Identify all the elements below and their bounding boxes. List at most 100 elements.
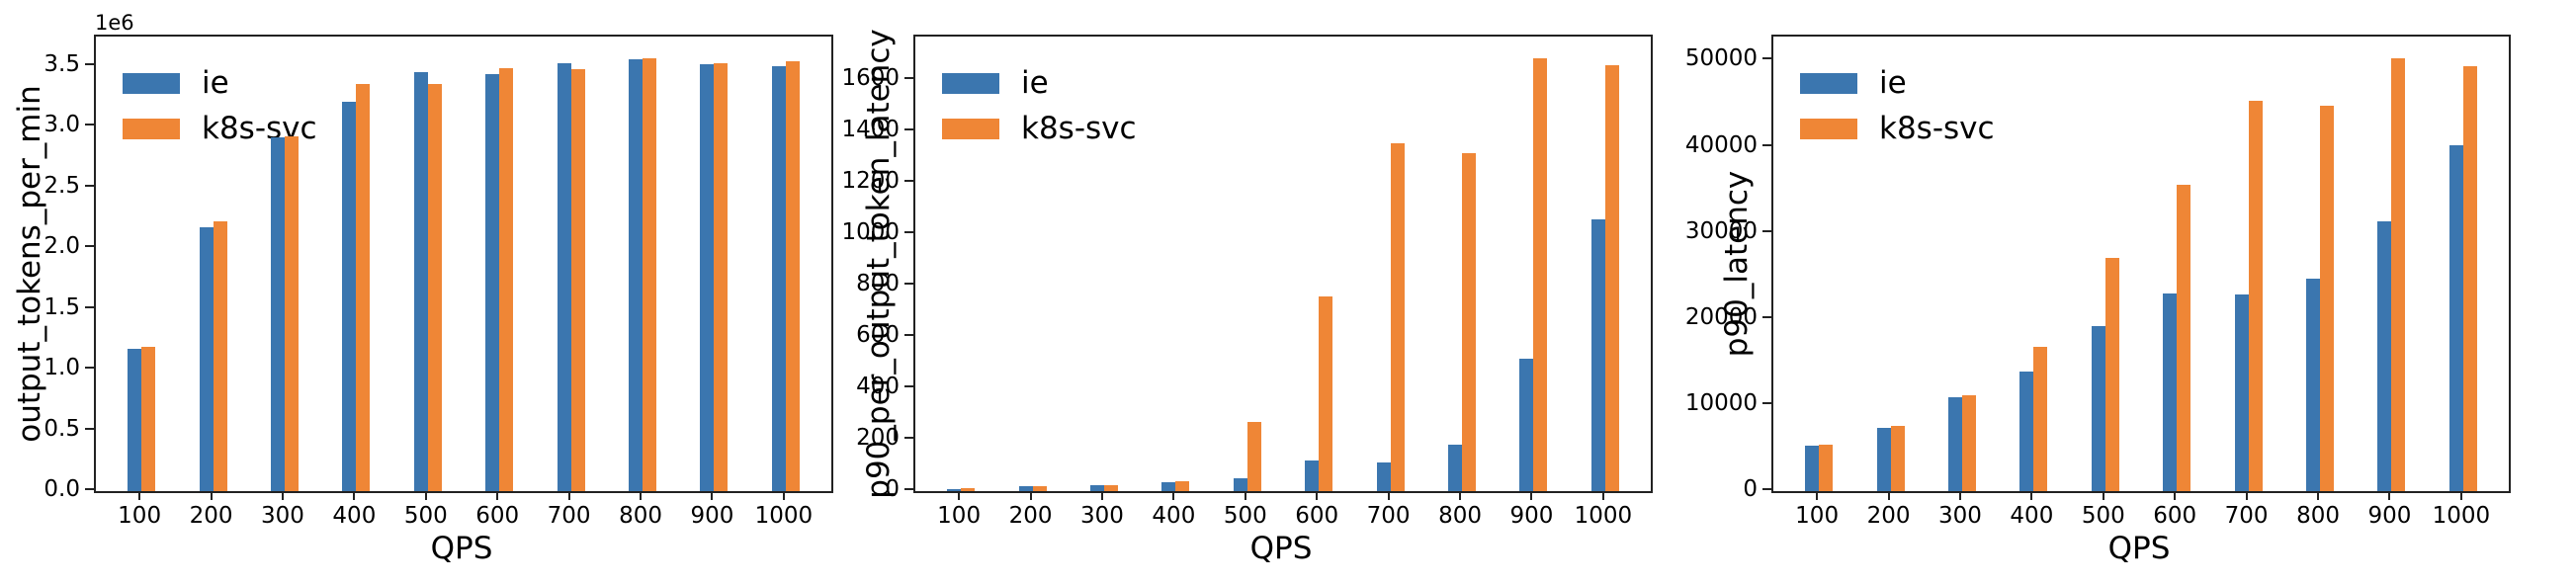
bar-ie-qps-800 [2306,278,2321,491]
plot-area: ie k8s-svc [913,35,1653,493]
x-tick-mark [2245,491,2248,500]
y-tick-label: 0.5 [43,415,80,442]
bar-k8s-svc-qps-600 [1319,295,1333,491]
y-tick-mark [85,124,94,126]
bar-ie-qps-900 [2377,221,2392,491]
legend-row-ie: ie [1800,60,1995,106]
bar-ie-qps-700 [1376,462,1391,491]
y-tick-label: 10000 [1684,389,1758,416]
x-tick-mark [2102,491,2104,500]
bar-k8s-svc-qps-700 [1390,142,1405,491]
legend-label-k8s-svc: k8s-svc [202,111,317,146]
bar-k8s-svc-qps-1000 [1604,64,1619,491]
y-tick-mark [904,180,913,183]
bar-ie-qps-400 [342,102,357,491]
y-tick-label: 1600 [841,65,900,92]
bar-k8s-svc-qps-300 [1961,395,1976,491]
bar-ie-qps-800 [629,59,644,491]
y-tick-label: 1000 [841,219,900,246]
y-tick-label: 0.0 [43,476,80,502]
x-tick-mark [1244,491,1246,500]
y-axis-offset-text: 1e6 [95,11,134,35]
y-tick-label: 40000 [1684,131,1758,158]
x-tick-mark [1100,491,1103,500]
y-tick-mark [904,385,913,388]
x-tick-label: 400 [2010,503,2054,529]
x-tick-mark [711,491,714,500]
x-tick-mark [210,491,213,500]
bar-k8s-svc-qps-1000 [2462,65,2477,491]
y-tick-label: 0 [885,476,900,502]
bar-k8s-svc-qps-400 [1175,481,1190,491]
bar-k8s-svc-qps-1000 [785,60,800,491]
legend-swatch-k8s-svc [123,118,180,139]
y-tick-mark [904,437,913,440]
y-tick-label: 400 [856,374,900,400]
bar-k8s-svc-qps-300 [1103,484,1118,491]
legend: ie k8s-svc [942,60,1137,151]
x-tick-label: 1000 [2432,503,2491,529]
y-tick-label: 200 [856,425,900,452]
x-tick-label: 400 [1152,503,1196,529]
x-tick-mark [1816,491,1819,500]
bar-k8s-svc-qps-200 [1890,425,1905,491]
bar-k8s-svc-qps-900 [714,63,729,491]
x-tick-label: 300 [261,503,304,529]
legend-label-ie: ie [1879,65,1907,101]
x-tick-mark [567,491,570,500]
bar-k8s-svc-qps-100 [1819,444,1834,491]
y-tick-label: 1200 [841,168,900,195]
x-axis-label: QPS [1249,531,1313,566]
bar-ie-qps-100 [947,488,962,491]
x-tick-mark [1601,491,1604,500]
y-tick-mark [85,62,94,65]
bar-k8s-svc-qps-800 [643,58,657,491]
x-tick-mark [640,491,643,500]
y-tick-label: 20000 [1684,303,1758,330]
y-tick-mark [85,488,94,490]
bar-ie-qps-300 [1947,397,1962,491]
x-tick-label: 700 [2224,503,2269,529]
bar-ie-qps-100 [1805,445,1820,491]
y-tick-mark [85,305,94,308]
y-tick-mark [904,283,913,286]
x-tick-label: 400 [332,503,377,529]
bar-k8s-svc-qps-100 [141,346,156,491]
bar-k8s-svc-qps-500 [427,83,442,491]
bar-ie-qps-500 [413,71,428,491]
bar-ie-qps-200 [1018,486,1033,491]
y-tick-label: 1.5 [43,293,80,320]
bar-ie-qps-1000 [1590,218,1605,491]
x-tick-label: 800 [619,503,662,529]
y-tick-label: 2.5 [43,172,80,199]
x-tick-mark [1316,491,1319,500]
legend-swatch-k8s-svc [1800,118,1857,139]
x-tick-label: 100 [937,503,982,529]
x-tick-label: 500 [403,503,448,529]
bar-ie-qps-100 [128,349,142,491]
x-tick-label: 700 [547,503,591,529]
bar-ie-qps-200 [199,227,214,491]
y-tick-mark [904,128,913,131]
bar-k8s-svc-qps-600 [2177,184,2191,491]
y-tick-mark [1762,315,1771,318]
y-tick-label: 0 [1743,476,1758,502]
y-tick-label: 1400 [841,117,900,143]
x-axis-label: QPS [2107,531,2171,566]
y-tick-label: 3.0 [43,112,80,138]
bar-k8s-svc-qps-500 [1246,421,1261,491]
x-tick-label: 100 [118,503,162,529]
x-tick-mark [1029,491,1032,500]
x-tick-mark [496,491,499,500]
x-tick-label: 1000 [1574,503,1633,529]
x-tick-label: 500 [1223,503,1267,529]
legend-row-ie: ie [942,60,1137,106]
x-tick-mark [1887,491,1890,500]
x-tick-label: 800 [1438,503,1482,529]
x-tick-mark [782,491,785,500]
y-tick-mark [1762,143,1771,146]
x-tick-label: 300 [1938,503,1982,529]
x-tick-mark [353,491,356,500]
bar-k8s-svc-qps-400 [356,83,371,491]
